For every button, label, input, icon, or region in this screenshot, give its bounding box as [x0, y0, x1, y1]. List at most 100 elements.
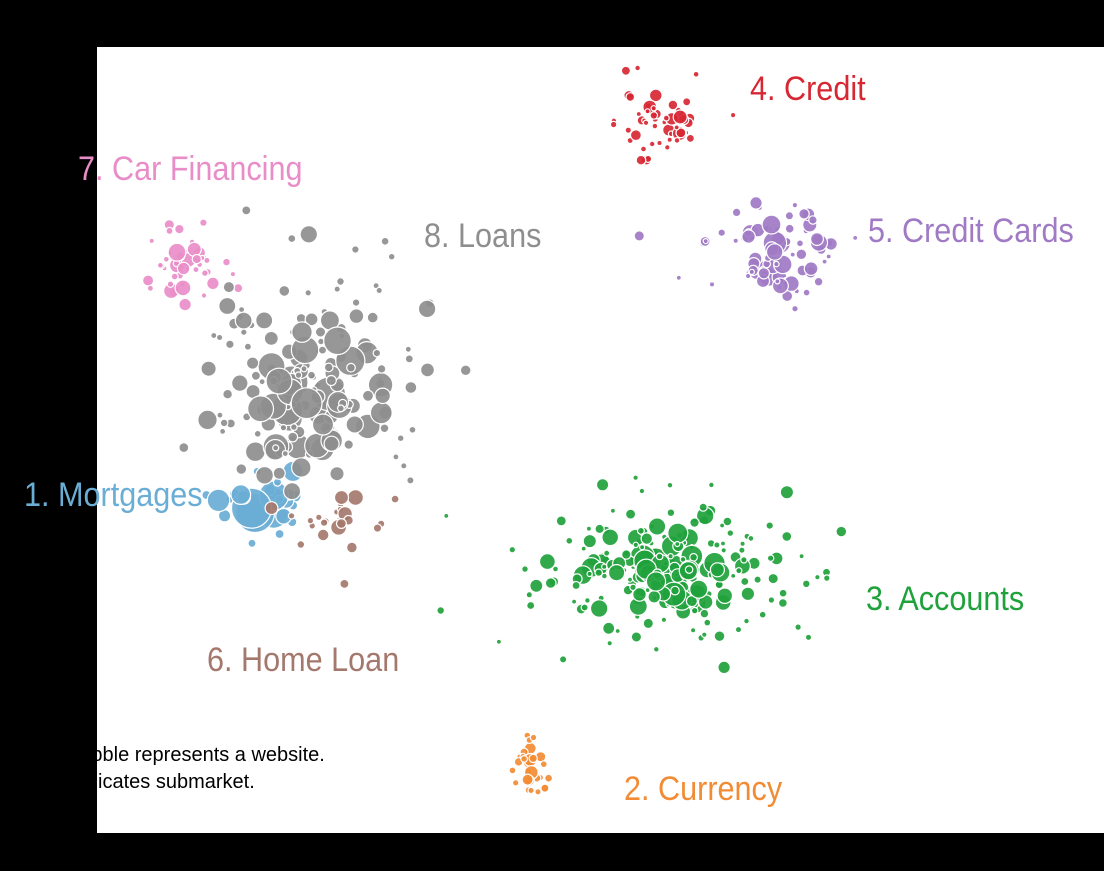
cluster-label-home-loan: 6. Home Loan	[207, 641, 400, 679]
bubble-website	[798, 208, 810, 220]
bubble-website	[495, 638, 502, 645]
bubble-website	[625, 92, 636, 102]
bubble-website	[200, 269, 209, 278]
bubble-website	[243, 342, 252, 351]
bubble-website	[673, 136, 681, 144]
bubble-website	[336, 277, 345, 286]
bubble-website	[667, 99, 679, 111]
bubble-website	[626, 576, 634, 583]
bubble-website	[191, 253, 202, 265]
bubble-website	[206, 276, 220, 291]
bubble-website	[789, 251, 796, 258]
bubble-website	[620, 549, 632, 560]
bubble-website	[609, 120, 618, 129]
bubble-website	[230, 484, 252, 506]
bubble-website	[291, 321, 313, 343]
bubble-website	[730, 572, 737, 580]
bubble-website	[758, 610, 767, 619]
bubble-website	[323, 326, 352, 356]
bubble-website	[595, 478, 610, 492]
cluster-1-bubbles	[201, 460, 304, 548]
bubble-website	[713, 630, 726, 643]
bubble-website	[335, 517, 347, 529]
bubble-website	[670, 585, 680, 596]
bubble-website	[319, 518, 329, 528]
bubble-website	[511, 778, 520, 787]
bubble-website	[526, 600, 536, 611]
bubble-website	[620, 65, 632, 76]
bubble-website	[702, 238, 709, 245]
bubble-website	[390, 494, 400, 504]
bubble-website	[210, 331, 218, 340]
bubble-website	[274, 528, 285, 540]
bubble-website	[539, 760, 548, 769]
bubble-website	[650, 105, 657, 112]
bubble-website	[235, 463, 248, 476]
bubble-website	[821, 258, 828, 265]
bubble-website	[761, 214, 782, 235]
bubble-website	[700, 631, 708, 639]
bubble-website	[307, 370, 317, 380]
bubble-website	[722, 516, 733, 527]
bubble-website	[740, 576, 750, 587]
bubble-website	[345, 415, 364, 434]
bubble-website	[666, 136, 673, 143]
cluster-7-bubbles	[142, 218, 244, 312]
bubble-website	[717, 660, 731, 675]
bubble-website	[538, 553, 556, 571]
bubble-website	[176, 261, 191, 276]
bubble-website	[674, 540, 681, 548]
bubble-website	[582, 533, 598, 549]
bubble-website	[156, 261, 164, 269]
bubble-website	[740, 555, 748, 564]
bubble-website	[651, 122, 659, 130]
bubble-website	[777, 597, 788, 608]
bubble-website	[602, 621, 616, 635]
bubble-website	[375, 286, 383, 295]
bubble-website	[436, 606, 446, 615]
bubble-website	[740, 586, 756, 602]
bubble-website	[632, 587, 647, 602]
bubble-website	[339, 578, 350, 590]
bubble-website	[603, 549, 611, 557]
bubble-website	[527, 786, 535, 795]
bubble-website	[609, 507, 617, 514]
bubble-website	[241, 205, 252, 216]
bubble-website	[406, 476, 415, 485]
note-line-1: Each bubble represents a website.	[18, 744, 325, 766]
bubble-website	[743, 617, 750, 625]
bubble-website	[264, 501, 279, 516]
bubble-website	[215, 333, 224, 342]
bubble-website	[703, 618, 712, 627]
bubble-website	[795, 239, 804, 248]
bubble-website	[417, 299, 437, 319]
bubble-website	[170, 272, 179, 281]
bubble-website	[304, 312, 319, 327]
bubble-website	[174, 223, 185, 235]
bubble-website	[376, 364, 387, 374]
bubble-website	[629, 129, 642, 142]
bubble-website	[632, 474, 639, 482]
bubble-website	[351, 245, 360, 254]
bubble-website	[699, 608, 710, 619]
bubble-website	[162, 255, 170, 263]
bubble-website	[675, 127, 687, 139]
bubble-website	[351, 298, 361, 307]
bubble-website	[667, 553, 674, 560]
bubble-website	[219, 427, 227, 435]
bubble-website	[528, 753, 538, 764]
bubble-website	[544, 773, 554, 783]
bubble-website	[647, 589, 661, 604]
bubble-website	[250, 370, 261, 381]
bubble-website	[233, 283, 244, 294]
bubble-website	[774, 278, 781, 285]
bubble-website	[781, 530, 793, 542]
bubble-website	[753, 575, 762, 584]
bubble-website	[225, 339, 235, 350]
bubble-website	[374, 387, 391, 405]
bubble-website	[290, 387, 323, 420]
bubble-website	[325, 374, 337, 387]
bubble-website	[404, 381, 418, 395]
